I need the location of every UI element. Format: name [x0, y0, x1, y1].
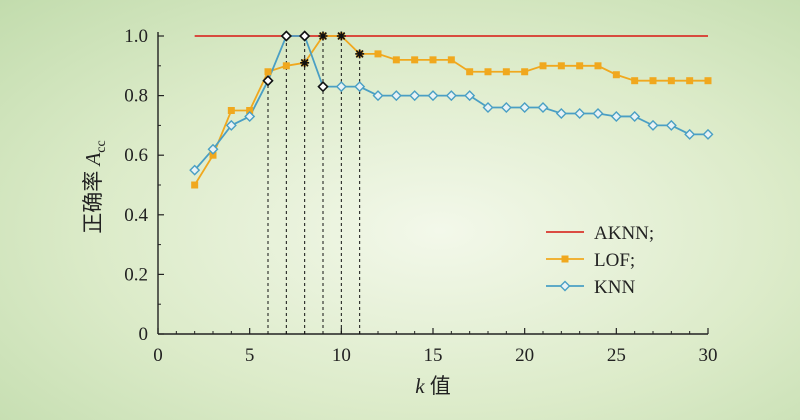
data-point-knn [500, 102, 512, 114]
highlight-point-knn [299, 30, 311, 42]
data-point-lof [429, 56, 437, 64]
axes: 0 5 10 15 20 25 30 0 0.2 0.4 0.6 0.8 1.0 [124, 26, 717, 366]
legend-marker-knn [559, 280, 571, 292]
axis-titles: k 值 正确率 Acc [81, 140, 451, 398]
highlight-point-lof [300, 58, 310, 68]
legend-marker-lof [561, 255, 569, 263]
highlight-point-lof [355, 49, 365, 59]
data-point-lof [631, 77, 639, 85]
data-point-knn [482, 102, 494, 114]
data-point-knn [647, 119, 659, 131]
x-axis-title: k 值 [415, 374, 451, 398]
x-tick-label: 30 [699, 345, 718, 366]
data-point-knn [555, 107, 567, 119]
data-point-lof [484, 68, 492, 76]
data-point-knn [409, 90, 421, 102]
highlight-point-knn [280, 30, 292, 42]
data-point-knn [464, 90, 476, 102]
data-point-lof [594, 62, 602, 70]
y-tick-label: 1.0 [124, 26, 148, 47]
legend-label-aknn: AKNN; [594, 223, 654, 244]
highlight-point-lof [318, 31, 328, 41]
data-point-lof [191, 181, 199, 189]
data-point-lof [539, 62, 547, 70]
data-point-knn [335, 81, 347, 93]
y-tick-label: 0.8 [124, 86, 148, 107]
y-tick-label: 0.2 [124, 264, 148, 285]
data-point-lof [612, 71, 620, 79]
data-point-lof [227, 107, 235, 114]
data-point-lof [374, 50, 382, 58]
x-tick-label: 10 [332, 345, 351, 366]
data-point-lof [704, 77, 712, 85]
data-point-lof [521, 68, 529, 76]
series-line-knn [193, 35, 708, 171]
highlight-markers [262, 30, 365, 93]
data-point-knn [537, 102, 549, 114]
data-point-lof [466, 68, 474, 76]
data-point-lof [557, 62, 565, 70]
data-point-knn [189, 164, 201, 176]
data-point-knn [354, 81, 366, 93]
y-tick-label: 0.4 [124, 205, 148, 226]
data-point-lof [282, 62, 290, 70]
data-point-lof [411, 56, 419, 64]
data-point-knn [574, 107, 586, 119]
data-point-knn [427, 90, 439, 102]
dashed-guide-lines [267, 36, 361, 334]
data-point-lof [264, 68, 272, 76]
data-point-lof [576, 62, 584, 70]
data-point-lof [502, 68, 510, 76]
data-point-knn [702, 128, 714, 140]
data-point-knn [665, 119, 677, 131]
highlight-point-knn [317, 81, 329, 93]
x-tick-label: 0 [153, 345, 163, 366]
highlight-point-knn [262, 75, 274, 87]
data-point-knn [244, 110, 256, 122]
data-point-knn [207, 143, 219, 155]
data-point-knn [610, 110, 622, 122]
legend-label-knn: KNN [594, 277, 635, 298]
x-tick-label: 5 [245, 345, 255, 366]
data-point-lof [392, 56, 400, 64]
data-point-knn [519, 102, 531, 114]
series-markers [189, 30, 714, 189]
data-point-knn [372, 90, 384, 102]
data-point-knn [445, 90, 457, 102]
data-point-knn [390, 90, 402, 102]
highlight-point-lof [336, 31, 346, 41]
data-point-knn [629, 110, 641, 122]
x-tick-label: 25 [607, 345, 626, 366]
x-tick-label: 20 [515, 345, 534, 366]
x-tick-label: 15 [424, 345, 443, 366]
data-point-lof [667, 77, 675, 85]
y-tick-label: 0 [139, 324, 149, 345]
data-point-knn [225, 119, 237, 131]
data-point-knn [684, 128, 696, 140]
data-point-lof [649, 77, 657, 85]
data-point-knn [592, 107, 604, 119]
data-point-lof [447, 56, 455, 64]
legend: AKNN; LOF; KNN [546, 223, 654, 298]
data-point-lof [686, 77, 694, 85]
legend-label-lof: LOF; [594, 250, 635, 271]
y-axis-title: 正确率 Acc [81, 140, 109, 234]
y-tick-label: 0.6 [124, 145, 148, 166]
